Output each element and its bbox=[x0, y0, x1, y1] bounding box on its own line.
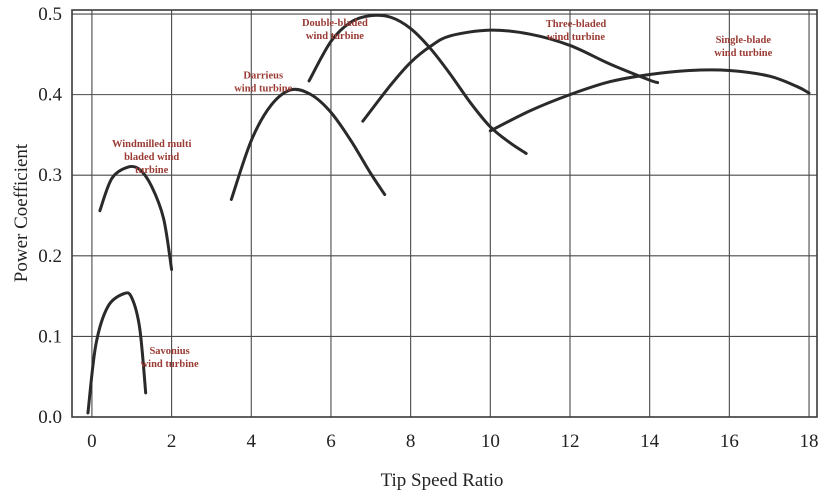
series-label-line: bladed wind bbox=[124, 152, 179, 163]
y-tick-label-0.4: 0.4 bbox=[38, 85, 62, 106]
y-tick-label-0.5: 0.5 bbox=[38, 4, 62, 25]
series-label-savonius-wind-turbine: Savonius wind turbine bbox=[141, 346, 199, 370]
series-label-windmilled-multi-bladed-wind-turbine: Windmilled multi bladed wind turbine bbox=[112, 139, 192, 176]
x-tick-label-16: 16 bbox=[720, 431, 739, 452]
series-label-line: Double-bladed bbox=[302, 18, 368, 29]
x-tick-label-8: 8 bbox=[406, 431, 416, 452]
series-label-line: turbine bbox=[135, 165, 169, 176]
y-tick-label-0.0: 0.0 bbox=[38, 407, 62, 428]
series-label-line: Savonius bbox=[149, 346, 189, 357]
x-tick-label-12: 12 bbox=[560, 431, 579, 452]
x-tick-label-4: 4 bbox=[247, 431, 257, 452]
series-line-darrieus-wind-turbine bbox=[229, 87, 387, 201]
series-label-line: wind turbine bbox=[141, 359, 199, 370]
series-line-single-blade-wind-turbine bbox=[488, 68, 811, 133]
x-tick-label-14: 14 bbox=[640, 431, 660, 452]
x-tick-label-18: 18 bbox=[800, 431, 819, 452]
x-axis-label: Tip Speed Ratio bbox=[381, 470, 504, 491]
series-label-single-blade-wind-turbine: Single-blade wind turbine bbox=[714, 35, 772, 59]
series-label-line: Three-bladed bbox=[546, 19, 607, 30]
series-label-line: Single-blade bbox=[716, 35, 772, 46]
x-tick-label-2: 2 bbox=[167, 431, 177, 452]
x-tick-label-6: 6 bbox=[326, 431, 336, 452]
x-tick-label-10: 10 bbox=[481, 431, 500, 452]
plot-frame bbox=[71, 9, 818, 418]
curve-layer bbox=[86, 13, 811, 415]
grid-layer bbox=[72, 10, 817, 417]
y-tick-label-0.1: 0.1 bbox=[38, 326, 62, 347]
series-line-windmilled-multi-bladed-wind-turbine bbox=[98, 164, 174, 272]
series-label-line: wind turbine bbox=[306, 31, 364, 42]
series-label-line: wind turbine bbox=[547, 32, 605, 43]
x-tick-label-0: 0 bbox=[87, 431, 97, 452]
y-tick-label-0.3: 0.3 bbox=[38, 165, 62, 186]
series-label-three-bladed-wind-turbine: Three-bladed wind turbine bbox=[546, 19, 607, 43]
series-label-line: Darrieus bbox=[243, 71, 283, 82]
series-label-line: wind turbine bbox=[714, 48, 772, 59]
y-tick-label-0.2: 0.2 bbox=[38, 246, 62, 267]
series-label-darrieus-wind-turbine: Darrieus wind turbine bbox=[234, 71, 292, 95]
series-line-three-bladed-wind-turbine bbox=[361, 28, 660, 123]
y-axis-label: Power Coefficient bbox=[11, 143, 32, 282]
tick-layer: 0 2 4 6 8 10 12 14 16 18 0.0 0.1 0.2 0.3 0.4 0.5 bbox=[38, 4, 818, 452]
series-line-savonius-wind-turbine bbox=[86, 291, 148, 415]
annotation-layer: Savonius wind turbine Windmilled multi blad… bbox=[112, 18, 773, 370]
series-label-line: Windmilled multi bbox=[112, 139, 192, 150]
series-label-line: wind turbine bbox=[234, 84, 292, 95]
series-label-double-bladed-wind-turbine: Double-bladed wind turbine bbox=[302, 18, 368, 42]
